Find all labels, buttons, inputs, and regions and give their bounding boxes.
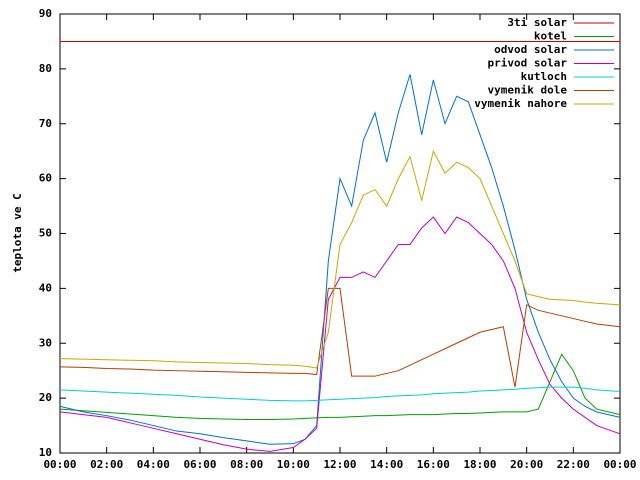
x-tick-label: 14:00 [370, 458, 403, 471]
legend-label: kutloch [521, 70, 567, 83]
legend-label: 3ti solar [507, 16, 567, 29]
y-tick-label: 10 [39, 446, 52, 459]
y-axis-label: teplota ve C [11, 193, 24, 272]
x-tick-label: 12:00 [323, 458, 356, 471]
y-tick-label: 40 [39, 281, 52, 294]
legend-label: vymenik dole [488, 84, 568, 97]
series-line [59, 74, 621, 445]
x-tick-label: 00:00 [43, 458, 76, 471]
x-tick-label: 06:00 [183, 458, 216, 471]
series-line [59, 149, 621, 369]
x-tick-label: 20:00 [510, 458, 543, 471]
series-line [59, 287, 621, 388]
x-tick-label: 04:00 [137, 458, 170, 471]
legend-label: privod solar [488, 57, 568, 70]
x-tick-label: 22:00 [557, 458, 590, 471]
series-line [59, 353, 621, 421]
series-line [59, 216, 621, 452]
x-tick-label: 16:00 [417, 458, 450, 471]
y-tick-label: 80 [39, 62, 52, 75]
legend-label: kotel [534, 30, 567, 43]
y-tick-label: 50 [39, 227, 52, 240]
x-tick-label: 08:00 [230, 458, 263, 471]
series-line [59, 386, 621, 402]
x-tick-label: 10:00 [277, 458, 310, 471]
legend-label: vymenik nahore [474, 97, 567, 110]
y-tick-label: 60 [39, 172, 52, 185]
y-tick-label: 20 [39, 391, 52, 404]
y-tick-label: 30 [39, 336, 52, 349]
y-tick-label: 90 [39, 7, 52, 20]
legend-label: odvod solar [494, 43, 567, 56]
x-tick-label: 02:00 [90, 458, 123, 471]
y-tick-label: 70 [39, 117, 52, 130]
x-tick-label: 00:00 [603, 458, 636, 471]
x-tick-label: 18:00 [463, 458, 496, 471]
